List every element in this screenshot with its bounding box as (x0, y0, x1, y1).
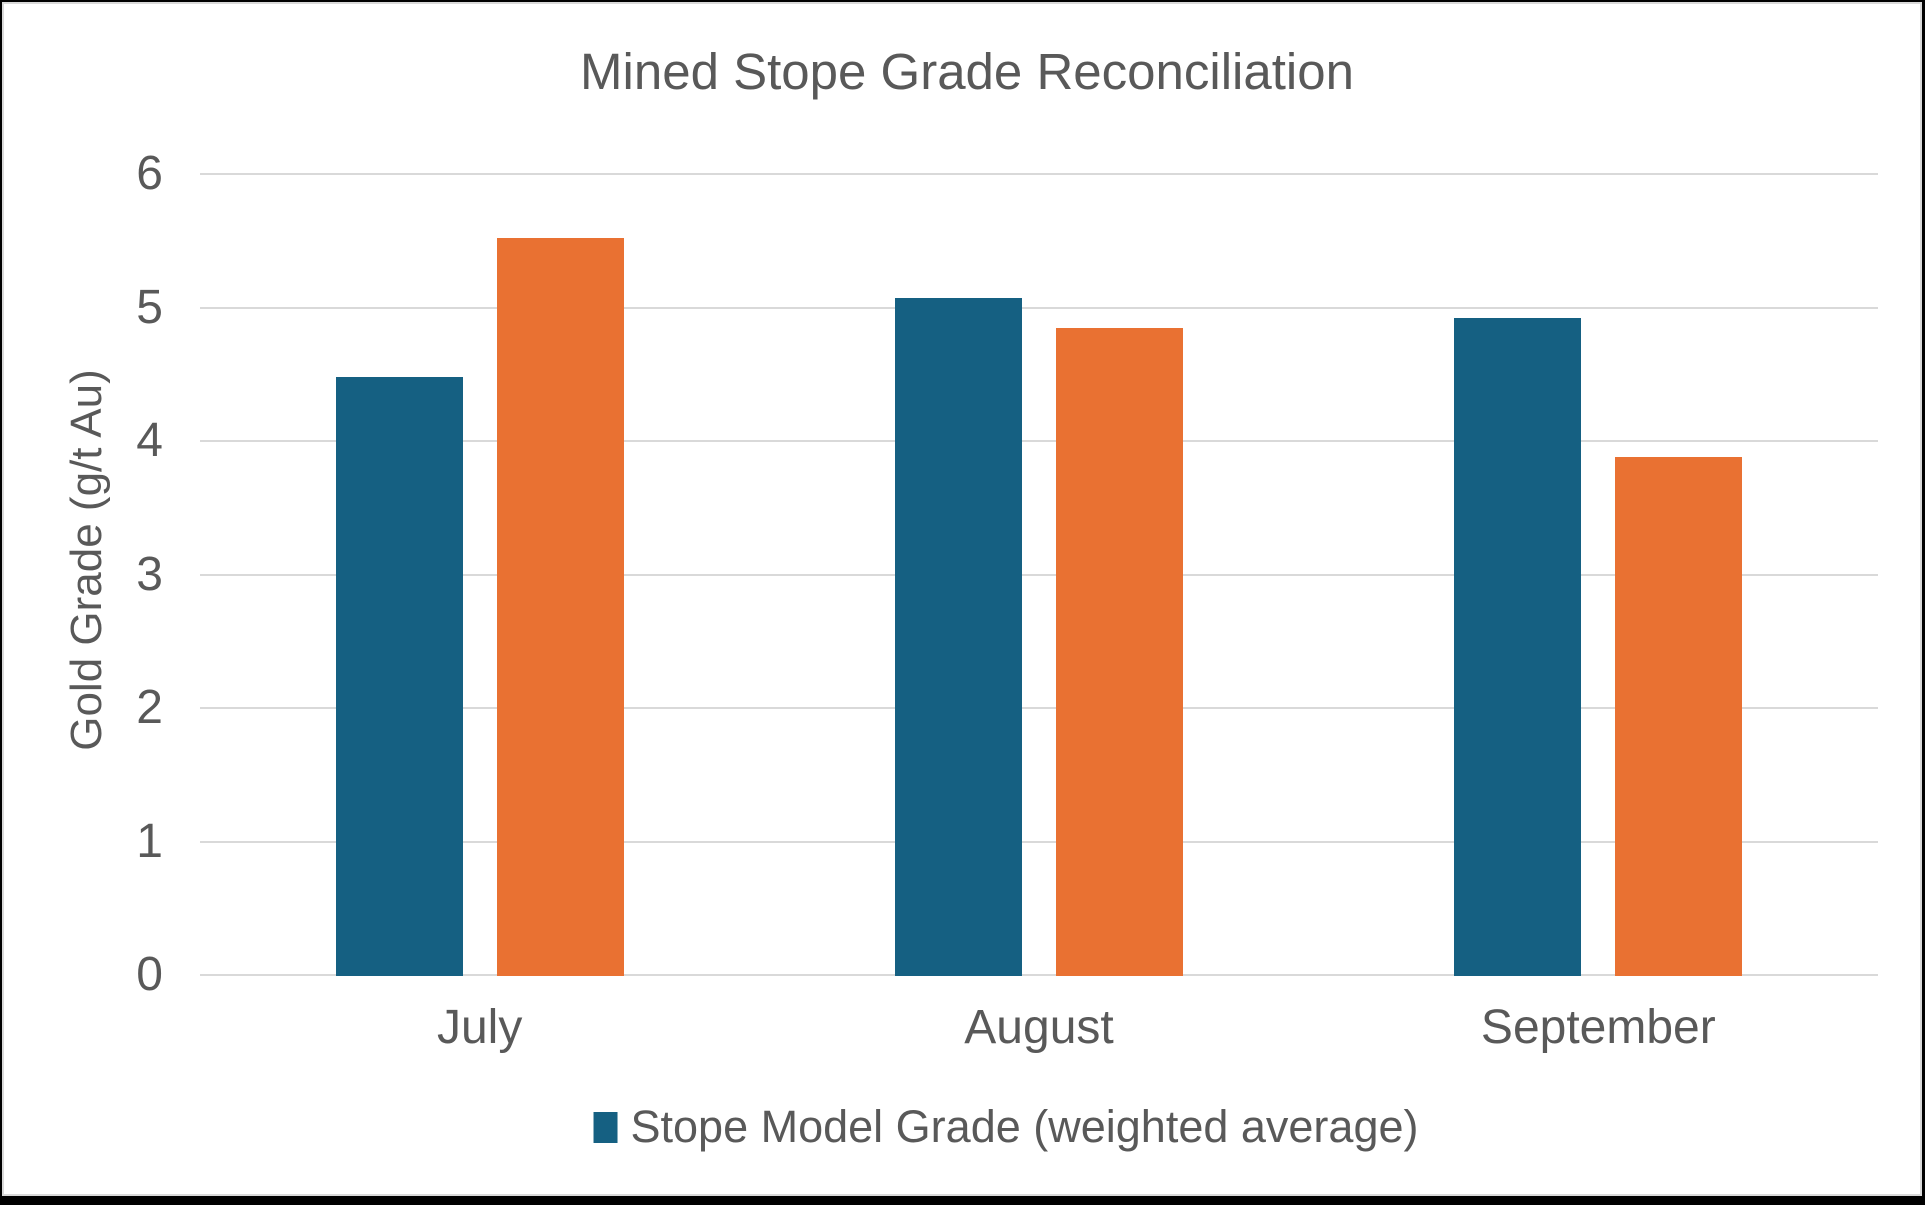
y-tick-label-5: 5 (136, 280, 163, 334)
gridline-y-0 (200, 974, 1878, 976)
y-tick-label-1: 1 (136, 814, 163, 868)
y-tick-label-2: 2 (136, 681, 163, 734)
gridline-y-5 (200, 306, 1878, 309)
legend-label: Stope Model Grade (weighted average) (630, 1101, 1419, 1152)
bar-series2-august (1056, 327, 1183, 976)
chart-title: Mined Stope Grade Reconciliation (580, 43, 1354, 100)
x-label-september: September (1480, 1001, 1716, 1054)
bar-series2-september (1615, 457, 1743, 976)
bar-series2-july (496, 238, 624, 976)
y-tick-label-3: 3 (136, 547, 163, 601)
gridline-y-4 (200, 440, 1878, 442)
x-label-august: August (964, 1001, 1114, 1054)
legend-swatch-icon (593, 1111, 618, 1143)
legend: Stope Model Grade (weighted average) (593, 1101, 1419, 1152)
bar-series1-september (1454, 318, 1582, 976)
y-tick-label-0: 0 (136, 948, 163, 1001)
y-tick-label-6: 6 (136, 147, 163, 200)
legend-entry-1: Stope Model Grade (weighted average) (593, 1101, 1419, 1152)
gridline-y-6 (200, 173, 1878, 175)
gridline-y-1 (200, 840, 1878, 843)
y-tick-label-4: 4 (136, 414, 163, 467)
bar-series1-july (335, 376, 463, 976)
gridline-y-2 (200, 707, 1878, 709)
gridline-y-3 (200, 573, 1878, 576)
x-label-july: July (436, 1001, 523, 1054)
bar-series1-august (895, 298, 1022, 976)
